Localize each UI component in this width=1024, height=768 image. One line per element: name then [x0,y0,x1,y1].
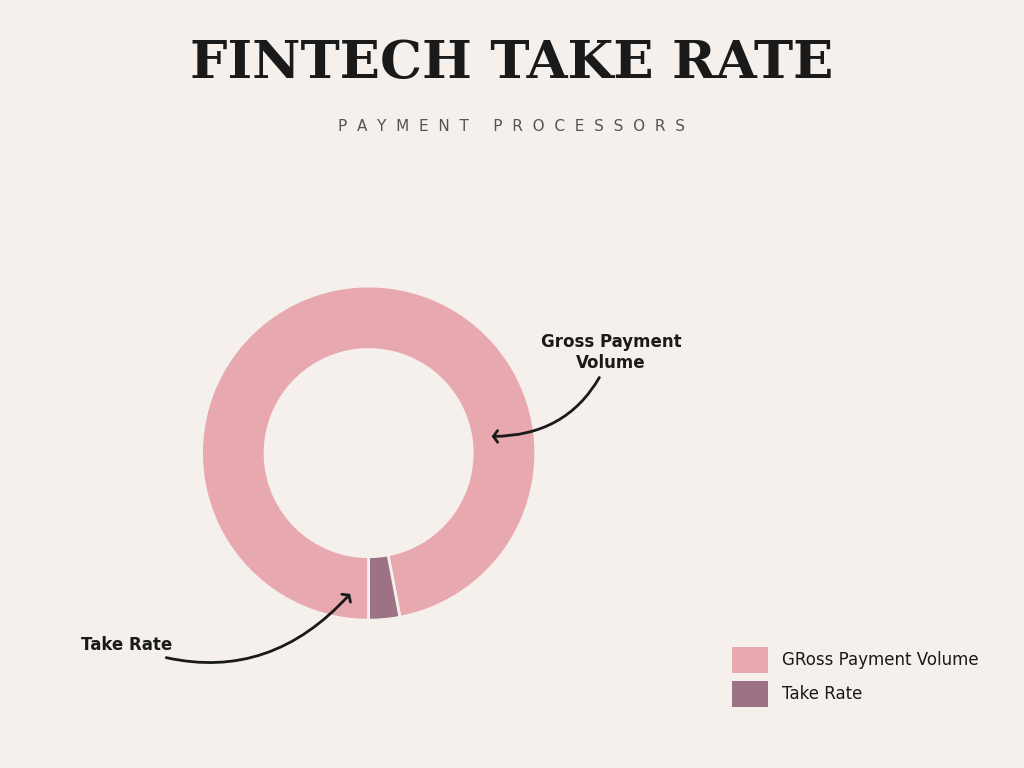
Text: P  A  Y  M  E  N  T     P  R  O  C  E  S  S  O  R  S: P A Y M E N T P R O C E S S O R S [339,119,685,134]
Text: Gross Payment
Volume: Gross Payment Volume [494,333,681,442]
Wedge shape [369,554,400,621]
Text: FINTECH TAKE RATE: FINTECH TAKE RATE [190,38,834,89]
Text: Take Rate: Take Rate [81,594,350,663]
Legend: GRoss Payment Volume, Take Rate: GRoss Payment Volume, Take Rate [725,641,985,713]
Wedge shape [202,286,536,621]
